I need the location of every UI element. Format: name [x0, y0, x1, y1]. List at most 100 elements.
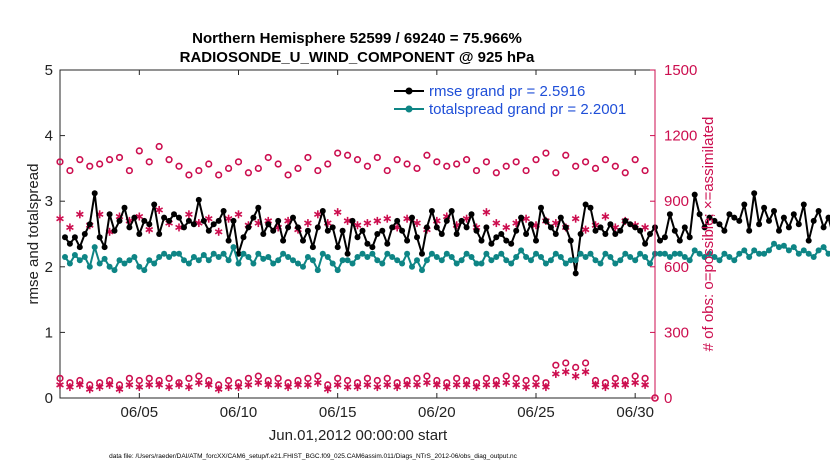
obs-assimilated-marker-stroke [313, 211, 322, 218]
obs-assimilated-marker-stroke [571, 216, 580, 222]
rmse-point [181, 224, 187, 231]
rmse-point [736, 217, 743, 224]
obs-assimilated-low-marker [284, 383, 292, 392]
obs-assimilated-low-marker-stroke [452, 382, 461, 388]
rmse-point [686, 234, 693, 241]
obs-possible-marker [522, 166, 530, 175]
rmse-point [592, 227, 599, 234]
obs-assimilated-low-marker [313, 378, 322, 387]
rmse-point [766, 217, 772, 224]
obs-possible-marker [195, 166, 203, 175]
totalspread-point [156, 254, 163, 260]
obs-possible-marker [135, 147, 143, 155]
rmse-point [761, 204, 768, 211]
totalspread-point [508, 260, 515, 267]
obs-assimilated-low-marker [393, 383, 402, 392]
obs-assimilated-low-marker-stroke [502, 380, 511, 386]
rmse-point [523, 231, 530, 237]
rmse-point [756, 221, 763, 228]
rmse-point [220, 208, 227, 214]
rmse-point [780, 214, 787, 221]
totalspread-point [220, 250, 227, 257]
obs-assimilated-marker [373, 216, 382, 225]
totalspread-point [473, 260, 480, 267]
rmse-point [329, 224, 336, 231]
obs-assimilated-marker-stroke [591, 222, 600, 228]
totalspread-point [706, 250, 713, 257]
obs-assimilated-marker [185, 210, 193, 219]
rmse-point [200, 217, 207, 224]
obs-assimilated-low-marker [561, 367, 570, 376]
obs-possible-marker [532, 156, 540, 164]
obs-assimilated-low-marker [591, 380, 600, 389]
rmse-point [498, 231, 505, 237]
rmse-point [448, 208, 455, 214]
rmse-point [156, 231, 163, 237]
rmse-point [275, 217, 282, 224]
obs-possible-marker [175, 162, 183, 170]
rmse-point [478, 237, 485, 244]
tick-layer: 0 1 2 3 4 5 0 300 600 900 1200 1500 06/05 06/10 06/15 0… [45, 62, 698, 421]
obs-possible-marker [601, 156, 610, 164]
totalspread-point [121, 260, 128, 267]
totalspread-point [136, 263, 143, 270]
obs-assimilated-low-marker-stroke [155, 382, 164, 388]
totalspread-point [250, 260, 257, 267]
rmse-point [602, 231, 609, 237]
rmse-point [691, 191, 698, 198]
y-left-tick-label: 1 [45, 324, 53, 341]
rmse-point [369, 244, 376, 251]
obs-assimilated-low-marker-stroke [175, 382, 183, 388]
obs-assimilated-low-marker-stroke [423, 380, 431, 386]
totalspread-point [751, 247, 758, 254]
obs-assimilated-low-marker [512, 380, 521, 389]
obs-assimilated-marker-stroke [581, 226, 590, 233]
obs-possible-low-marker [562, 359, 570, 367]
rmse-point [419, 250, 425, 257]
totalspread-point [151, 260, 158, 267]
obs-assimilated-low-marker-stroke [343, 384, 352, 390]
obs-possible-marker [215, 171, 223, 179]
rmse-point [409, 214, 415, 221]
rmse-point [572, 270, 579, 277]
totalspread-point [314, 267, 321, 274]
obs-assimilated-low-marker [502, 378, 511, 387]
rmse-point [359, 227, 366, 234]
obs-assimilated-low-marker-stroke [214, 386, 223, 392]
rmse-point [354, 234, 361, 241]
rmse-point [443, 217, 450, 224]
obs-assimilated-low-marker [194, 378, 203, 387]
totalspread-point [171, 250, 177, 257]
obs-assimilated-marker [214, 227, 223, 236]
obs-assimilated-low-marker-stroke [542, 384, 550, 390]
legend-rmse-marker [405, 87, 413, 95]
obs-assimilated-low-marker [353, 383, 362, 392]
rmse-point [146, 221, 153, 228]
y-right-tick-label: 600 [664, 259, 689, 276]
rmse-point [458, 217, 465, 224]
obs-assimilated-low-marker [145, 380, 154, 389]
totalspread-point [448, 254, 455, 260]
totalspread-point [205, 257, 212, 264]
obs-assimilated-low-marker-stroke [383, 382, 392, 388]
totalspread-point [141, 267, 148, 274]
rmse-point [245, 224, 252, 231]
obs-assimilated-low-marker-stroke [274, 382, 283, 388]
totalspread-point [597, 260, 604, 267]
rmse-point [389, 224, 396, 231]
obs-assimilated-low-marker-stroke [333, 382, 342, 388]
totalspread-point [419, 267, 425, 274]
rmse-point [790, 211, 797, 218]
totalspread-point [533, 250, 539, 257]
totalspread-point [716, 257, 723, 264]
obs-possible-marker [205, 160, 213, 168]
totalspread-point [513, 254, 520, 260]
obs-assimilated-marker-stroke [522, 216, 530, 222]
obs-possible-marker [443, 162, 451, 170]
rmse-point [503, 237, 510, 244]
rmse-point [428, 208, 435, 214]
obs-possible-marker [383, 166, 391, 175]
rmse-point [453, 231, 460, 237]
totalspread-point [190, 254, 197, 260]
